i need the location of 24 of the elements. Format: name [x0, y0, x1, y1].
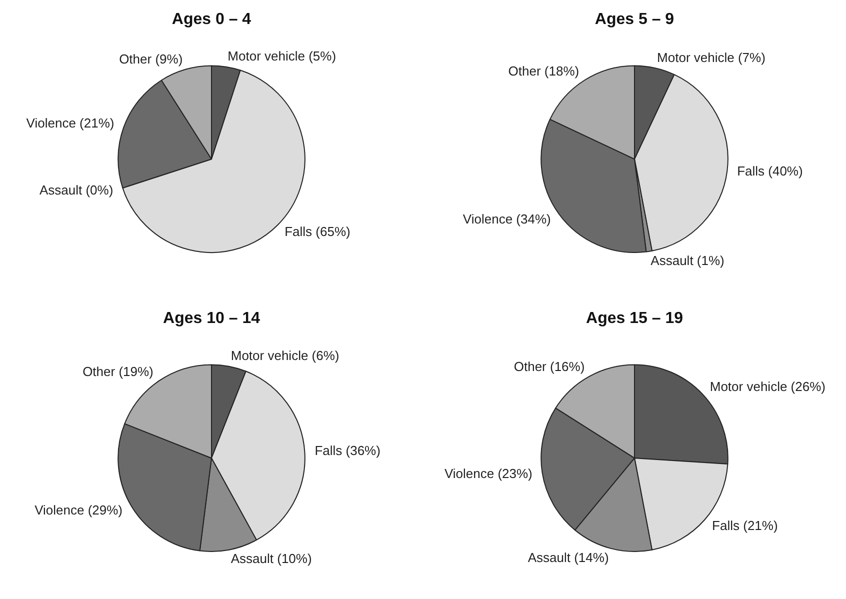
slice-label: Falls (21%) — [712, 518, 778, 534]
slice-label: Falls (65%) — [284, 224, 350, 239]
chart-title: Ages 0 – 4 — [172, 11, 252, 28]
category-label: Assault (0%) — [39, 182, 114, 198]
slice-label: Motor vehicle (5%) — [228, 48, 336, 64]
chart-title: Ages 5 – 9 — [594, 11, 674, 28]
slice-label: Motor vehicle (26%) — [710, 378, 826, 394]
slice-label: Violence (21%) — [26, 116, 114, 131]
slice-label: Assault (10%) — [230, 551, 312, 566]
slice-label: Violence (29%) — [34, 502, 122, 518]
slice-label: Other (16%) — [514, 359, 585, 374]
slice-label: Other (19%) — [82, 364, 154, 380]
slice-label: Violence (23%) — [444, 466, 532, 481]
slice-label: Violence (34%) — [462, 211, 551, 226]
chart-title: Ages 10 – 14 — [163, 310, 260, 328]
slice-label: Other (9%) — [119, 51, 183, 66]
slice-label: Motor vehicle (6%) — [230, 348, 340, 364]
slice-label: Falls (40%) — [737, 164, 803, 179]
slice-label: Assault (1%) — [650, 252, 724, 268]
slice-label: Falls (36%) — [314, 443, 380, 458]
slice-label: Motor vehicle (7%) — [657, 50, 766, 65]
chart-title: Ages 15 – 19 — [586, 310, 684, 328]
slice-label: Other (18%) — [508, 63, 580, 78]
slice-label: Assault (14%) — [528, 550, 609, 565]
